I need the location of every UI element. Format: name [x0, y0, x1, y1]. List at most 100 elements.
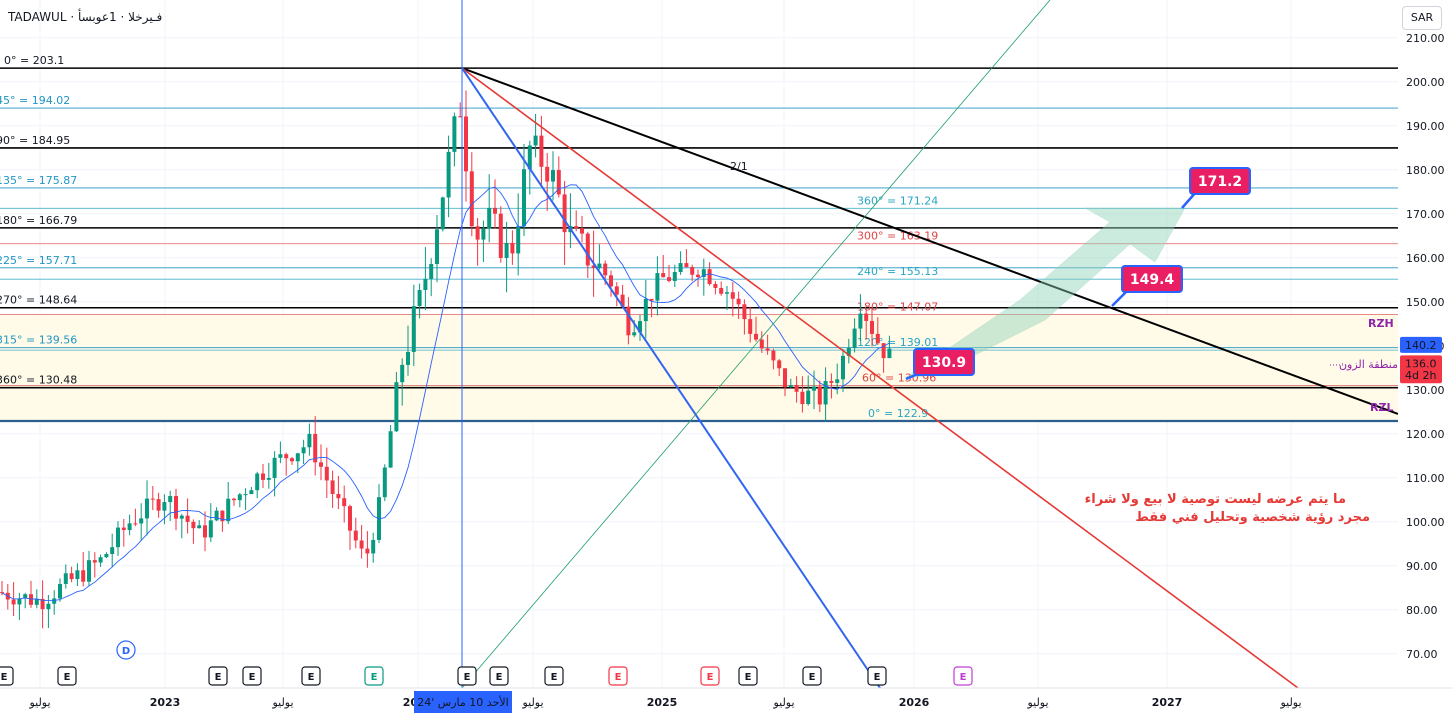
candle-body: [783, 368, 787, 388]
callout-box: [1121, 265, 1183, 293]
candle-body: [382, 467, 387, 498]
event-marker-dividend: D: [116, 640, 136, 660]
candle-body: [719, 287, 724, 294]
candle-body: [348, 506, 352, 531]
candle-body: [788, 385, 793, 388]
candle-body: [336, 493, 341, 499]
candle-body: [498, 213, 503, 258]
level-label: 135° = 175.87: [0, 174, 77, 187]
x-tick-label: يوليو: [772, 696, 794, 709]
event-letter: E: [215, 672, 222, 683]
earnings-icon: [802, 666, 822, 686]
projection-arrow: [904, 207, 1186, 379]
candle-body: [417, 290, 422, 307]
event-letter: E: [64, 672, 71, 683]
candle-body: [34, 598, 39, 605]
candle-body: [522, 169, 526, 227]
event-marker-earnings: E: [802, 666, 822, 686]
y-tick-label: 70.00: [1406, 648, 1438, 661]
candle-body: [487, 207, 492, 229]
y-tick-label: 180.00: [1406, 164, 1445, 177]
candle-body: [562, 194, 567, 233]
earnings-icon: [738, 666, 758, 686]
earnings-icon: [489, 666, 509, 686]
candle-body: [881, 343, 886, 359]
y-tick-label: 210.00: [1406, 32, 1445, 45]
candle-body: [29, 594, 33, 605]
candle-body: [139, 518, 144, 524]
candle-body: [266, 477, 271, 480]
candle-body: [794, 385, 799, 392]
candle-body: [672, 272, 677, 281]
event-marker-earnings: E: [301, 666, 321, 686]
earnings-icon: [457, 666, 477, 686]
candle-body: [104, 554, 109, 558]
y-tick-label: 160.00: [1406, 252, 1445, 265]
candle-body: [835, 379, 840, 383]
trend-line-blue: [461, 67, 881, 689]
earnings-icon: [700, 666, 720, 686]
candle-body: [626, 306, 631, 336]
candle-body: [661, 273, 666, 278]
event-letter: E: [551, 672, 558, 683]
y-tick-label: 170.00: [1406, 208, 1445, 221]
callout-text: 149.4: [1130, 272, 1175, 288]
trendline-label: 2/1: [730, 160, 748, 173]
level-label: 45° = 194.02: [0, 94, 70, 107]
event-letter: E: [496, 672, 503, 683]
level-label: 360° = 130.48: [0, 374, 77, 387]
candle-body: [742, 304, 747, 320]
earnings-icon: [608, 666, 628, 686]
candle-body: [365, 548, 370, 554]
time-axis: يوليو2023يوليو2024يوليو2025يوليو2026يولي…: [0, 687, 1452, 716]
candle-body: [174, 496, 178, 519]
candle-body: [92, 560, 97, 563]
event-marker-earnings: E: [700, 666, 720, 686]
event-letter: E: [464, 672, 471, 683]
candle-body: [319, 462, 323, 467]
event-letter: D: [122, 646, 130, 657]
callout-box: [913, 348, 975, 376]
callout-box: [1189, 167, 1251, 195]
candle-body: [446, 151, 451, 198]
candle-body: [887, 348, 892, 359]
disclaimer-line: مجرد رؤية شخصية وتحليل فني فقط: [1135, 510, 1370, 525]
disclaimer-line: ما يتم عرضه ليست توصية لا بيع ولا شراء: [1085, 492, 1346, 507]
candle-body: [713, 284, 718, 288]
candle-body: [278, 454, 283, 458]
candle-body: [40, 598, 45, 610]
zone-low-label: RZL: [1370, 401, 1393, 414]
candle-body: [150, 498, 155, 500]
level-label: 90° = 184.95: [0, 134, 70, 147]
ma-line: [1, 184, 890, 602]
candle-body: [475, 226, 480, 240]
dividend-icon: [116, 640, 136, 660]
candle-body: [875, 333, 880, 344]
candlesticks: [0, 90, 892, 629]
x-tick-label: 2023: [150, 696, 181, 709]
candle-body: [817, 386, 822, 405]
price-label-bg: [1400, 367, 1442, 384]
candle-body: [435, 229, 439, 264]
level-label: 180° = 166.79: [0, 214, 77, 227]
candle-body: [545, 166, 550, 182]
event-letter: E: [1, 672, 8, 683]
candle-body: [214, 510, 219, 521]
candle-body: [690, 267, 695, 275]
event-marker-earnings: E: [867, 666, 887, 686]
event-letter: E: [707, 672, 714, 683]
candle-body: [725, 292, 729, 294]
candle-body: [539, 135, 544, 167]
candle-body: [249, 490, 254, 495]
currency-button[interactable]: SAR: [1402, 6, 1442, 30]
zone-rect: [0, 314, 1398, 421]
candle-body: [11, 599, 16, 605]
y-tick-label: 150.00: [1406, 296, 1445, 309]
level-label: 300° = 163.19: [857, 230, 938, 243]
earnings-icon: [867, 666, 887, 686]
level-label: 0° = 122.9: [868, 407, 928, 420]
candle-body: [649, 298, 654, 301]
candle-body: [359, 540, 364, 549]
y-tick-label: 90.00: [1406, 560, 1438, 573]
